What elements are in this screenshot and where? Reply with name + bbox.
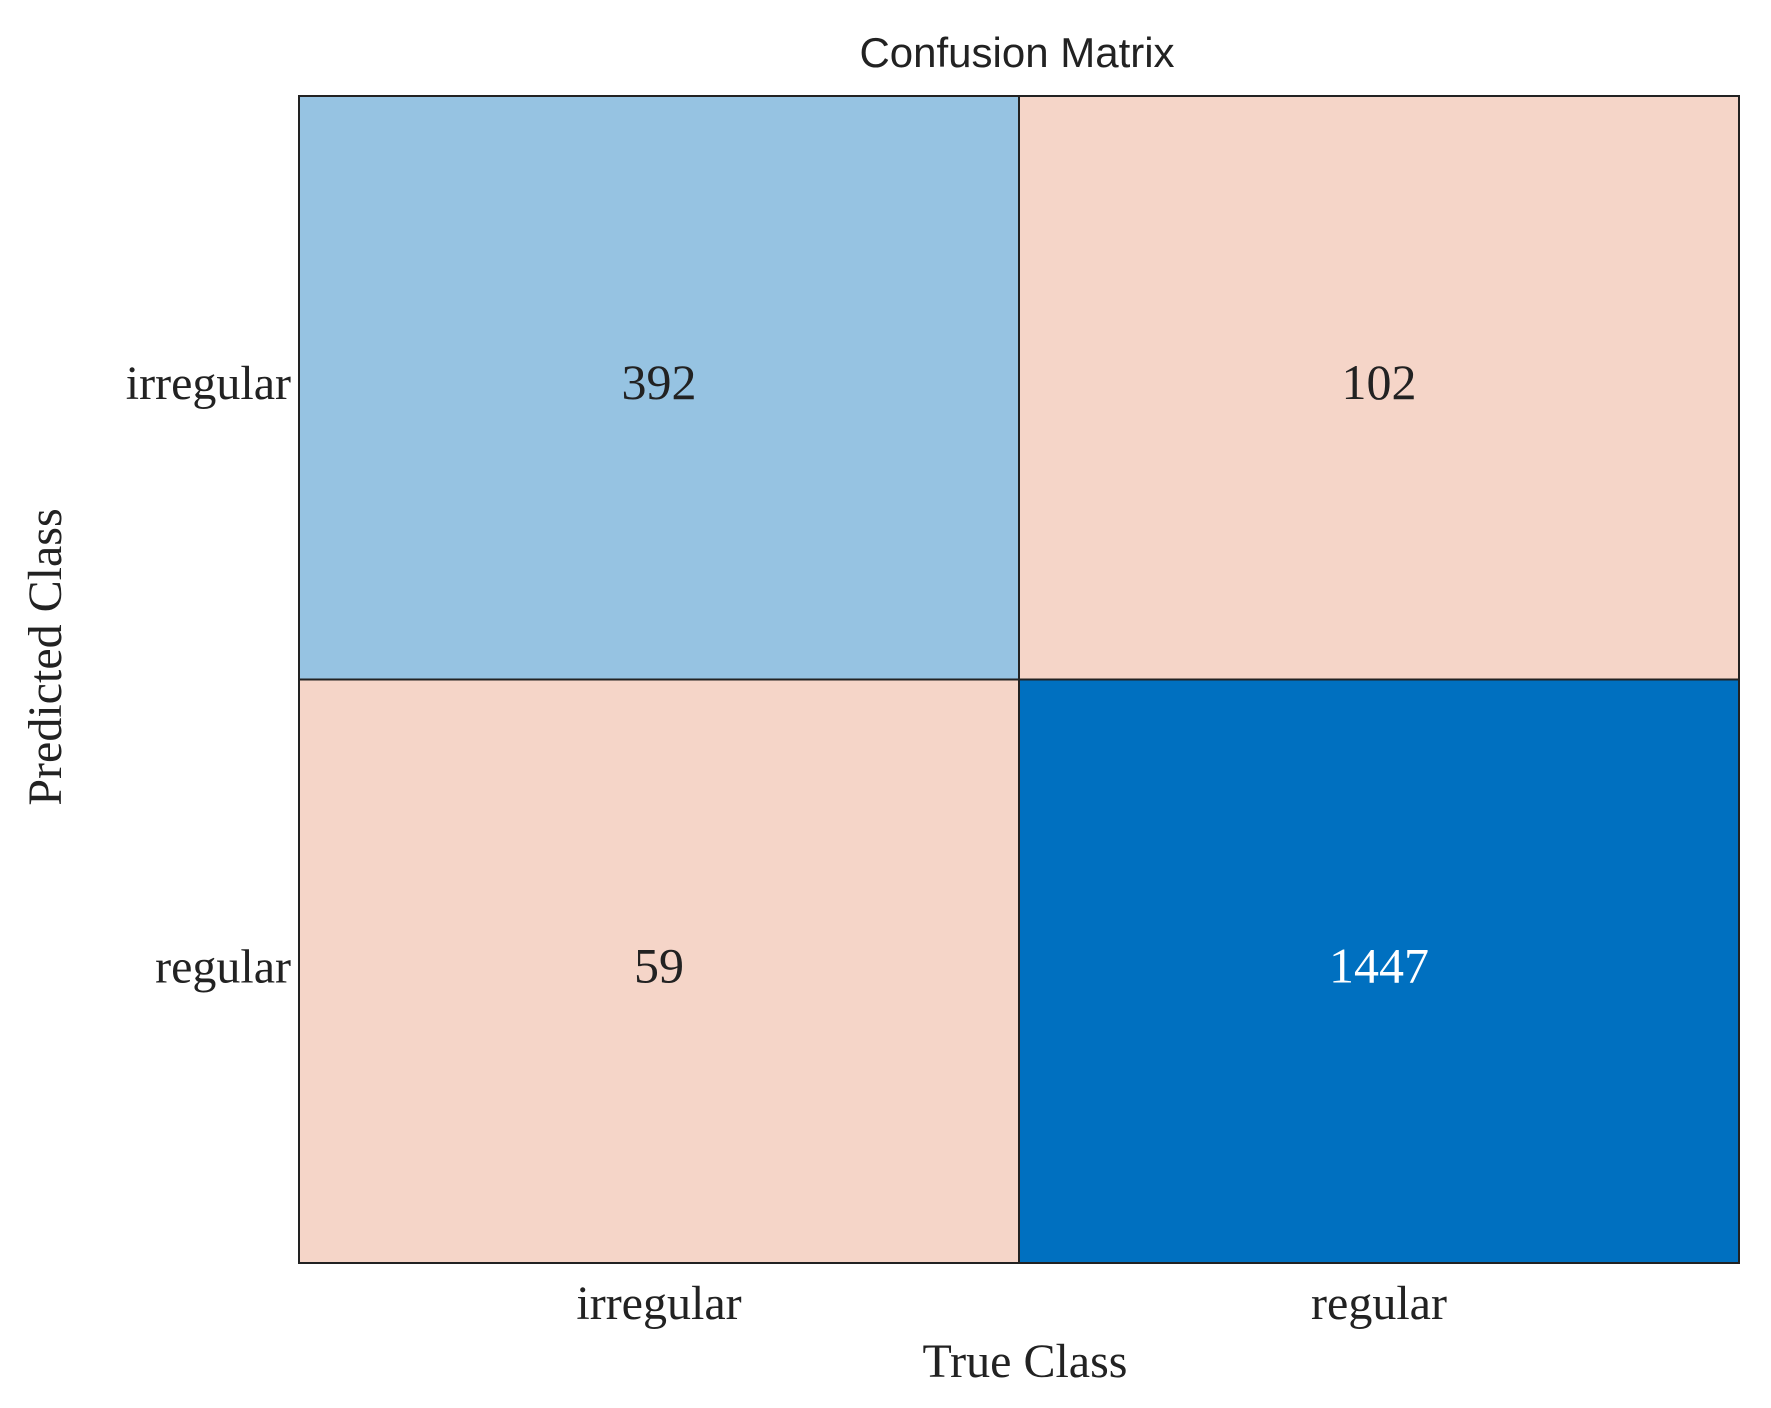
cell-value: 1447 <box>1329 938 1429 994</box>
matrix-cell <box>298 95 1020 681</box>
cell-value: 392 <box>622 354 697 410</box>
matrix-cell <box>1018 678 1740 1264</box>
matrix-cell <box>1018 95 1740 681</box>
chart-title: Confusion Matrix <box>859 29 1174 76</box>
x-axis-label: True Class <box>923 1335 1128 1388</box>
x-tick-label: irregular <box>576 1277 741 1330</box>
cell-value: 59 <box>634 938 684 994</box>
matrix-cell <box>298 678 1020 1264</box>
y-tick-label: regular <box>155 940 291 993</box>
x-tick-label: regular <box>1311 1277 1447 1330</box>
y-tick-label: irregular <box>126 357 291 410</box>
y-axis-label: Predicted Class <box>19 508 72 805</box>
cell-value: 102 <box>1342 354 1417 410</box>
